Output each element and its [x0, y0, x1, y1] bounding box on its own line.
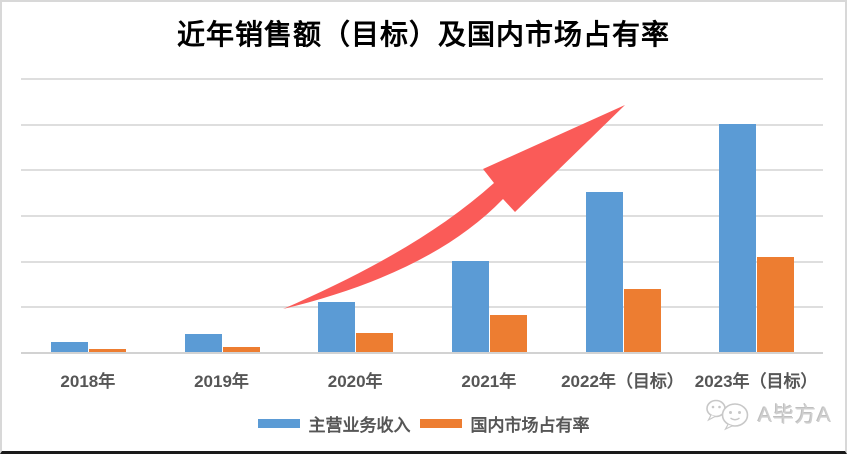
bar-主营业务收入-2019年 [184, 334, 222, 352]
legend: 主营业务收入 国内市场占有率 [2, 411, 845, 436]
bar-国内市场占有率-2022年（目标） [623, 289, 661, 352]
x-axis-label: 2018年 [60, 372, 116, 391]
bar-主营业务收入-2022年（目标） [585, 192, 623, 352]
legend-item: 国内市场占有率 [419, 411, 590, 436]
legend-swatch [257, 419, 300, 428]
chart-title: 近年销售额（目标）及国内市场占有率 [176, 20, 670, 51]
legend-label: 国内市场占有率 [470, 416, 590, 435]
gridline [21, 123, 823, 126]
gridline [21, 78, 823, 80]
gridline [21, 260, 823, 263]
gridline [21, 169, 823, 172]
bar-国内市场占有率-2018年 [88, 349, 126, 352]
x-axis-label: 2022年（目标） [561, 372, 684, 391]
bar-主营业务收入-2020年 [318, 302, 356, 352]
bar-国内市场占有率-2020年 [356, 333, 394, 352]
x-axis-label: 2021年 [461, 372, 517, 391]
legend-label: 主营业务收入 [308, 416, 411, 435]
bar-国内市场占有率-2023年（目标） [757, 256, 795, 352]
gridline [21, 306, 823, 309]
watermark: A毕方A [703, 397, 832, 431]
bar-主营业务收入-2018年 [50, 342, 88, 352]
legend-swatch [419, 419, 462, 428]
x-axis-line [21, 352, 823, 354]
gridline [21, 215, 823, 217]
plot-area [21, 78, 823, 354]
x-axis-label: 2023年（目标） [694, 372, 818, 391]
x-axis-label: 2019年 [194, 372, 249, 391]
wechat-icon [706, 399, 749, 431]
x-axis-label: 2020年 [327, 372, 383, 391]
watermark-text: A毕方A [757, 404, 832, 427]
bar-主营业务收入-2021年 [451, 261, 489, 352]
bar-国内市场占有率-2019年 [222, 346, 260, 352]
bar-国内市场占有率-2021年 [489, 314, 527, 352]
legend-item: 主营业务收入 [257, 411, 411, 436]
bar-主营业务收入-2023年（目标） [719, 123, 757, 352]
